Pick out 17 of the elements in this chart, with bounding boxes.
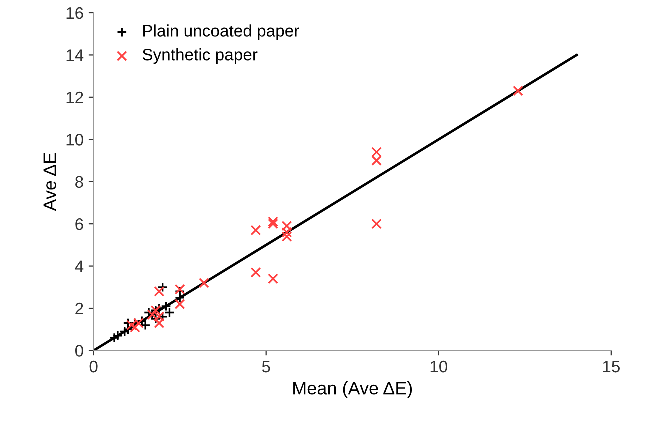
y-tick-label: 8 [76, 176, 84, 188]
x-tick-label: 0 [90, 360, 98, 373]
y-tick-label: 10 [66, 134, 84, 146]
y-tick-label: 2 [76, 302, 84, 315]
legend-label: Plain uncoated paper [144, 24, 300, 40]
x-tick-label: 15 [603, 361, 620, 373]
y-tick-label: 4 [75, 260, 84, 272]
y-tick-label: 12 [66, 92, 84, 104]
y-tick-label: 6 [76, 218, 84, 230]
x-axis-title: Mean (Ave ΔE) [294, 382, 412, 398]
y-tick-label: 14 [66, 50, 84, 62]
x-tick-label: 5 [262, 361, 270, 373]
x-tick-label: 10 [430, 360, 448, 373]
legend-label: Synthetic paper [142, 48, 258, 64]
y-tick-label: 0 [75, 345, 84, 357]
y-tick-label: 16 [66, 7, 84, 20]
y-axis-title: Ave ΔE [44, 153, 56, 212]
